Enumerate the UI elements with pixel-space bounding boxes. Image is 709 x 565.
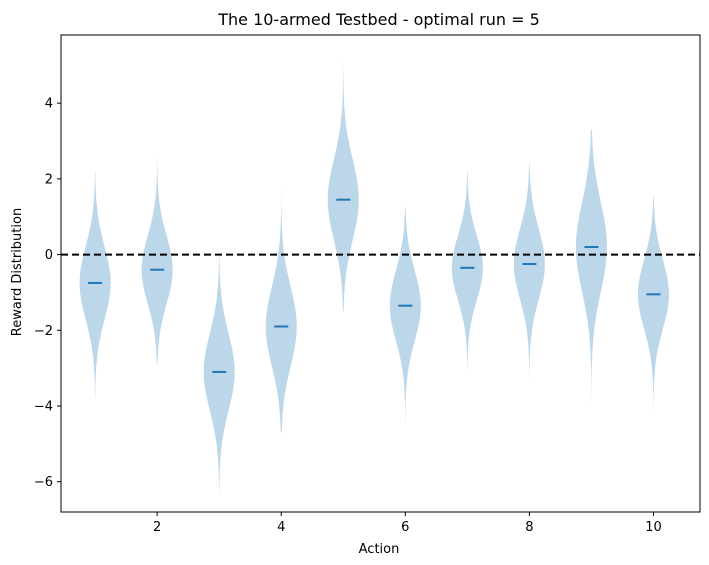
y-axis-label: Reward Distribution bbox=[10, 208, 25, 336]
x-tick-label: 10 bbox=[645, 520, 662, 535]
x-tick-label: 2 bbox=[153, 520, 161, 535]
violin-action-10 bbox=[637, 195, 669, 410]
y-tick-label: −2 bbox=[34, 324, 53, 339]
violin-action-6 bbox=[389, 207, 421, 425]
x-axis-ticks: 2 4 6 8 10 bbox=[153, 512, 662, 535]
violins-group bbox=[79, 61, 669, 494]
y-tick-label: −4 bbox=[34, 400, 53, 415]
chart-title: The 10-armed Testbed - optimal run = 5 bbox=[217, 10, 540, 29]
violin-action-1 bbox=[79, 171, 111, 399]
x-tick-label: 8 bbox=[525, 520, 533, 535]
mean-markers-group bbox=[88, 198, 661, 373]
violin-action-2 bbox=[141, 152, 173, 365]
plot-area-frame bbox=[60, 34, 701, 513]
x-tick-label: 4 bbox=[277, 520, 285, 535]
violin-action-5 bbox=[327, 61, 359, 312]
violin-action-3 bbox=[203, 254, 235, 494]
y-axis-ticks: −6 −4 −2 0 2 4 bbox=[34, 97, 61, 490]
violin-action-7 bbox=[451, 169, 483, 371]
violin-action-4 bbox=[265, 186, 297, 433]
violin-action-9 bbox=[575, 129, 607, 406]
y-tick-label: −6 bbox=[34, 475, 53, 490]
y-tick-label: 0 bbox=[45, 248, 53, 263]
violin-action-8 bbox=[513, 163, 545, 382]
y-tick-label: 2 bbox=[45, 172, 53, 187]
x-tick-label: 6 bbox=[401, 520, 409, 535]
x-axis-label: Action bbox=[359, 542, 400, 557]
y-tick-label: 4 bbox=[45, 97, 53, 112]
